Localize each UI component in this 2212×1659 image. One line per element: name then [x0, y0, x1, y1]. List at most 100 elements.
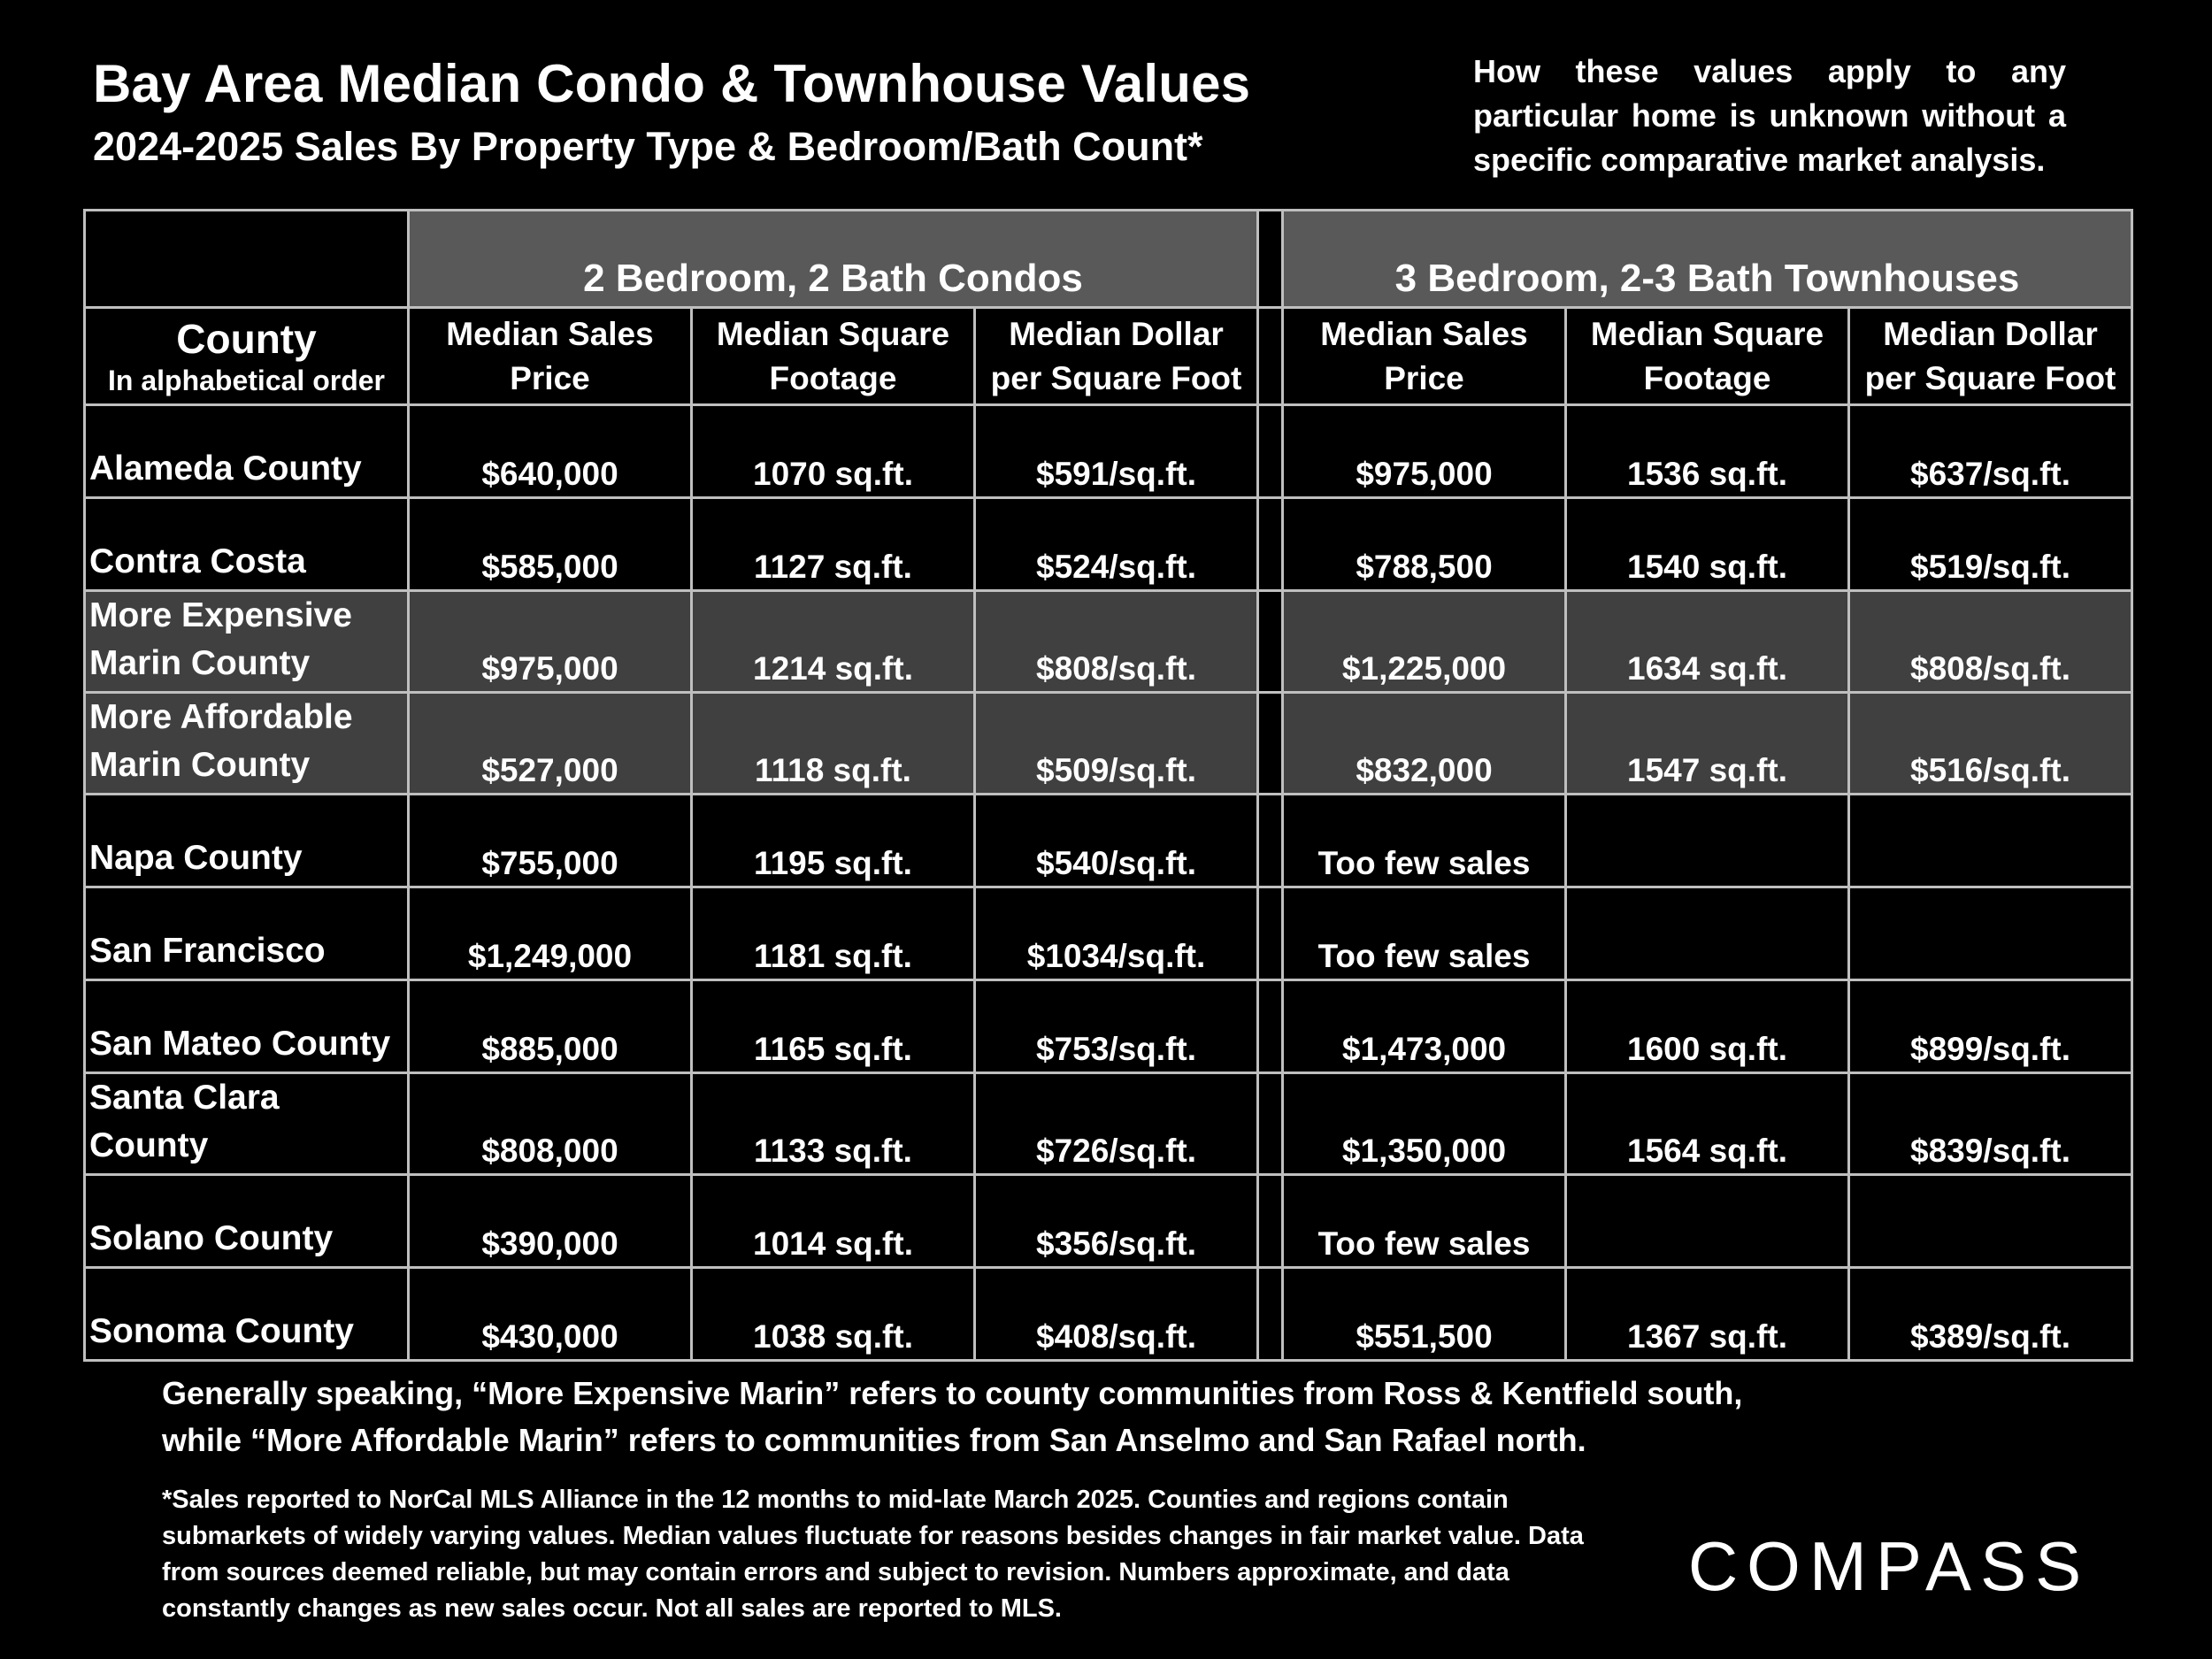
county-header-label: County	[176, 315, 317, 362]
compass-logo: COMPASS	[1688, 1527, 2090, 1605]
townhouse-sqft-cell: 1367 sq.ft.	[1564, 1266, 1851, 1362]
county-cell: Alameda County	[83, 403, 410, 499]
condo-price-cell: $1,249,000	[407, 886, 693, 981]
townhouse-sqft-cell: 1564 sq.ft.	[1564, 1071, 1851, 1176]
condo-price-cell: $430,000	[407, 1266, 693, 1362]
townhouse-sqft-cell: 1634 sq.ft.	[1564, 589, 1851, 694]
condo-sqft-cell: 1014 sq.ft.	[690, 1173, 976, 1269]
row-separator	[1256, 886, 1285, 981]
condo-sqft-cell: 1133 sq.ft.	[690, 1071, 976, 1176]
townhouse-price-cell: $832,000	[1281, 691, 1568, 795]
table-row: San Mateo County $885,000 1165 sq.ft. $753/…	[83, 979, 2134, 1074]
condos-group-header: 2 Bedroom, 2 Bath Condos	[406, 209, 1260, 309]
townhouse-price-cell: $975,000	[1281, 403, 1568, 499]
townhouses-group-header: 3 Bedroom, 2-3 Bath Townhouses	[1281, 209, 2134, 309]
county-cell: Contra Costa	[83, 496, 410, 592]
county-cell: Santa Clara County	[83, 1071, 410, 1176]
condo-sqft-cell: 1118 sq.ft.	[690, 691, 976, 795]
table-row: Solano County $390,000 1014 sq.ft. $356/sq.…	[83, 1173, 2134, 1269]
condo-price-cell: $640,000	[407, 403, 693, 499]
table-body: Alameda County $640,000 1070 sq.ft. $591/sq…	[83, 403, 2134, 1362]
column-header-row: County In alphabetical order Median Sale…	[83, 306, 2134, 406]
condo-price-cell: $527,000	[407, 691, 693, 795]
group-header-row: 2 Bedroom, 2 Bath Condos 3 Bedroom, 2-3 …	[83, 209, 2134, 309]
townhouse-sqft-cell: 1536 sq.ft.	[1564, 403, 1851, 499]
county-name-line1: Contra Costa	[89, 542, 306, 580]
county-cell: Sonoma County	[83, 1266, 410, 1362]
row-separator	[1256, 1266, 1285, 1362]
townhouse-dpsf-cell	[1847, 886, 2134, 981]
condo-dpsf-cell: $408/sq.ft.	[972, 1266, 1260, 1362]
county-header-sublabel: In alphabetical order	[108, 364, 385, 396]
townhouse-sqft-cell: 1540 sq.ft.	[1564, 496, 1851, 592]
townhouse-price-cell: Too few sales	[1281, 1173, 1568, 1269]
condo-dpsf-cell: $808/sq.ft.	[972, 589, 1260, 694]
county-cell: San Mateo County	[83, 979, 410, 1074]
row-separator	[1256, 979, 1285, 1074]
county-name-line1: Napa County	[89, 839, 303, 877]
condo-price-cell: $390,000	[407, 1173, 693, 1269]
county-name-line1: San Mateo County	[89, 1025, 391, 1063]
condo-sqft-cell: 1165 sq.ft.	[690, 979, 976, 1074]
townhouse-sqft-cell	[1564, 1173, 1851, 1269]
condo-sqft-cell: 1070 sq.ft.	[690, 403, 976, 499]
row-separator	[1256, 1173, 1285, 1269]
townhouse-sqft-cell: 1600 sq.ft.	[1564, 979, 1851, 1074]
townhouse-price-cell: $1,473,000	[1281, 979, 1568, 1074]
condo-price-header: Median Sales Price	[407, 306, 693, 406]
townhouse-sqft-cell	[1564, 886, 1851, 981]
row-separator	[1256, 403, 1285, 499]
table-row: Alameda County $640,000 1070 sq.ft. $591/sq…	[83, 403, 2134, 499]
townhouse-price-cell: $788,500	[1281, 496, 1568, 592]
condo-dpsf-cell: $753/sq.ft.	[972, 979, 1260, 1074]
county-name-line2: Marin County	[89, 746, 311, 784]
county-column-header: County In alphabetical order	[83, 306, 410, 406]
condo-price-cell: $885,000	[407, 979, 693, 1074]
table-row: More Expensive Marin County $975,000 1214 s…	[83, 589, 2134, 694]
group-separator	[1256, 209, 1285, 309]
marin-note: Generally speaking, “More Expensive Mari…	[162, 1375, 1743, 1458]
townhouse-price-cell: $1,350,000	[1281, 1071, 1568, 1176]
townhouse-dpsf-cell	[1847, 1173, 2134, 1269]
row-separator	[1256, 1071, 1285, 1176]
condo-price-cell: $585,000	[407, 496, 693, 592]
row-separator	[1256, 793, 1285, 888]
townhouse-dpsf-cell: $839/sq.ft.	[1847, 1071, 2134, 1176]
page-title: Bay Area Median Condo & Townhouse Values	[93, 54, 1251, 113]
condo-price-cell: $975,000	[407, 589, 693, 694]
county-name-line1: Alameda County	[89, 449, 362, 488]
townhouse-dpsf-cell	[1847, 793, 2134, 888]
condo-dpsf-cell: $509/sq.ft.	[972, 691, 1260, 795]
row-separator	[1256, 691, 1285, 795]
townhouse-dpsf-header: Median Dollar per Square Foot	[1847, 306, 2134, 406]
condo-dpsf-cell: $1034/sq.ft.	[972, 886, 1260, 981]
row-separator	[1256, 496, 1285, 592]
condo-price-cell: $755,000	[407, 793, 693, 888]
county-cell: San Francisco	[83, 886, 410, 981]
county-cell: Napa County	[83, 793, 410, 888]
townhouse-dpsf-cell: $389/sq.ft.	[1847, 1266, 2134, 1362]
townhouse-dpsf-cell: $637/sq.ft.	[1847, 403, 2134, 499]
county-name-line1: Solano County	[89, 1219, 334, 1257]
footnote: *Sales reported to NorCal MLS Alliance i…	[162, 1486, 1584, 1623]
county-name-line1: San Francisco	[89, 932, 326, 970]
county-name-line1: More Expensive	[89, 596, 352, 634]
column-separator	[1256, 306, 1285, 406]
condo-price-cell: $808,000	[407, 1071, 693, 1176]
compass-logo-text: COMPASS	[1688, 1527, 2090, 1605]
condo-sqft-header: Median Square Footage	[690, 306, 976, 406]
table-row: Napa County $755,000 1195 sq.ft. $540/sq.ft…	[83, 793, 2134, 888]
townhouse-price-cell: Too few sales	[1281, 793, 1568, 888]
table-row: Contra Costa $585,000 1127 sq.ft. $524/sq.f…	[83, 496, 2134, 592]
county-name-line1: Santa Clara County	[89, 1079, 280, 1164]
table-row: More Affordable Marin County $527,000 1118 …	[83, 691, 2134, 795]
table-row: San Francisco $1,249,000 1181 sq.ft. $1034/…	[83, 886, 2134, 981]
condo-sqft-cell: 1181 sq.ft.	[690, 886, 976, 981]
condo-dpsf-header: Median Dollar per Square Foot	[972, 306, 1260, 406]
townhouse-price-cell: $551,500	[1281, 1266, 1568, 1362]
condo-sqft-cell: 1214 sq.ft.	[690, 589, 976, 694]
townhouse-dpsf-cell: $899/sq.ft.	[1847, 979, 2134, 1074]
townhouse-dpsf-cell: $808/sq.ft.	[1847, 589, 2134, 694]
county-name-line2: Marin County	[89, 644, 311, 682]
county-cell: More Affordable Marin County	[83, 691, 410, 795]
